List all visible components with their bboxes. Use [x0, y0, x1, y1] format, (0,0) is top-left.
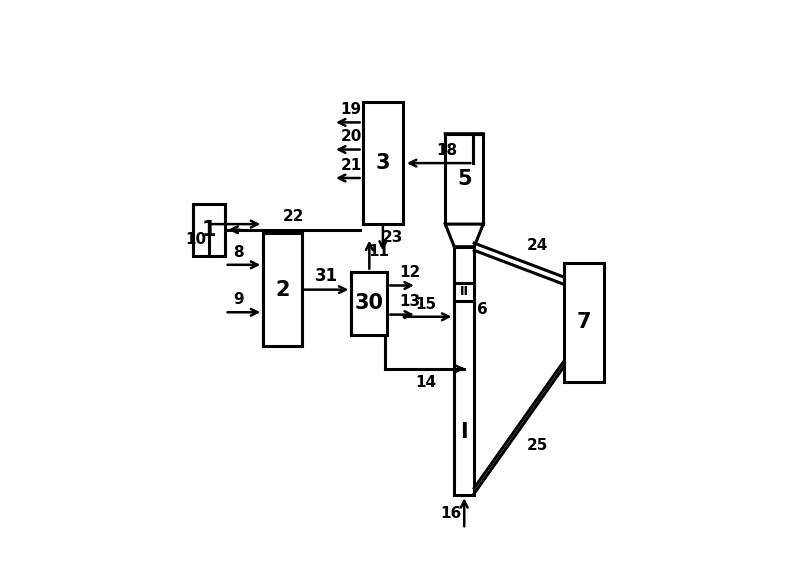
Text: 24: 24 [526, 238, 548, 253]
Bar [446, 134, 483, 224]
Text: 30: 30 [355, 294, 384, 313]
Text: 3: 3 [376, 153, 390, 173]
Polygon shape [446, 224, 483, 247]
Text: 31: 31 [315, 267, 338, 285]
Text: 23: 23 [382, 230, 403, 245]
Text: 15: 15 [415, 296, 436, 312]
Text: 2: 2 [275, 279, 290, 299]
Text: 9: 9 [233, 292, 243, 307]
Text: 14: 14 [415, 375, 436, 390]
Text: 19: 19 [341, 102, 362, 117]
Text: 13: 13 [399, 295, 421, 309]
Text: 18: 18 [437, 143, 458, 158]
Bar [564, 262, 604, 382]
Text: 20: 20 [341, 129, 362, 144]
Text: I: I [461, 422, 468, 442]
Text: 5: 5 [457, 169, 471, 189]
Text: II: II [460, 285, 469, 298]
Text: 22: 22 [283, 209, 304, 224]
Bar [263, 233, 302, 346]
Polygon shape [446, 134, 483, 247]
Text: 1: 1 [202, 220, 216, 239]
Bar [351, 272, 387, 335]
Text: 7: 7 [577, 312, 591, 332]
Text: 11: 11 [369, 244, 390, 259]
Bar [193, 204, 225, 256]
Text: 21: 21 [341, 158, 362, 173]
Bar [362, 102, 403, 224]
Text: 6: 6 [477, 302, 488, 318]
Text: 8: 8 [233, 245, 243, 259]
Text: 12: 12 [399, 265, 421, 281]
Text: 10: 10 [186, 232, 206, 248]
Text: 25: 25 [526, 438, 548, 453]
Bar [454, 247, 474, 495]
Text: 16: 16 [440, 506, 462, 521]
